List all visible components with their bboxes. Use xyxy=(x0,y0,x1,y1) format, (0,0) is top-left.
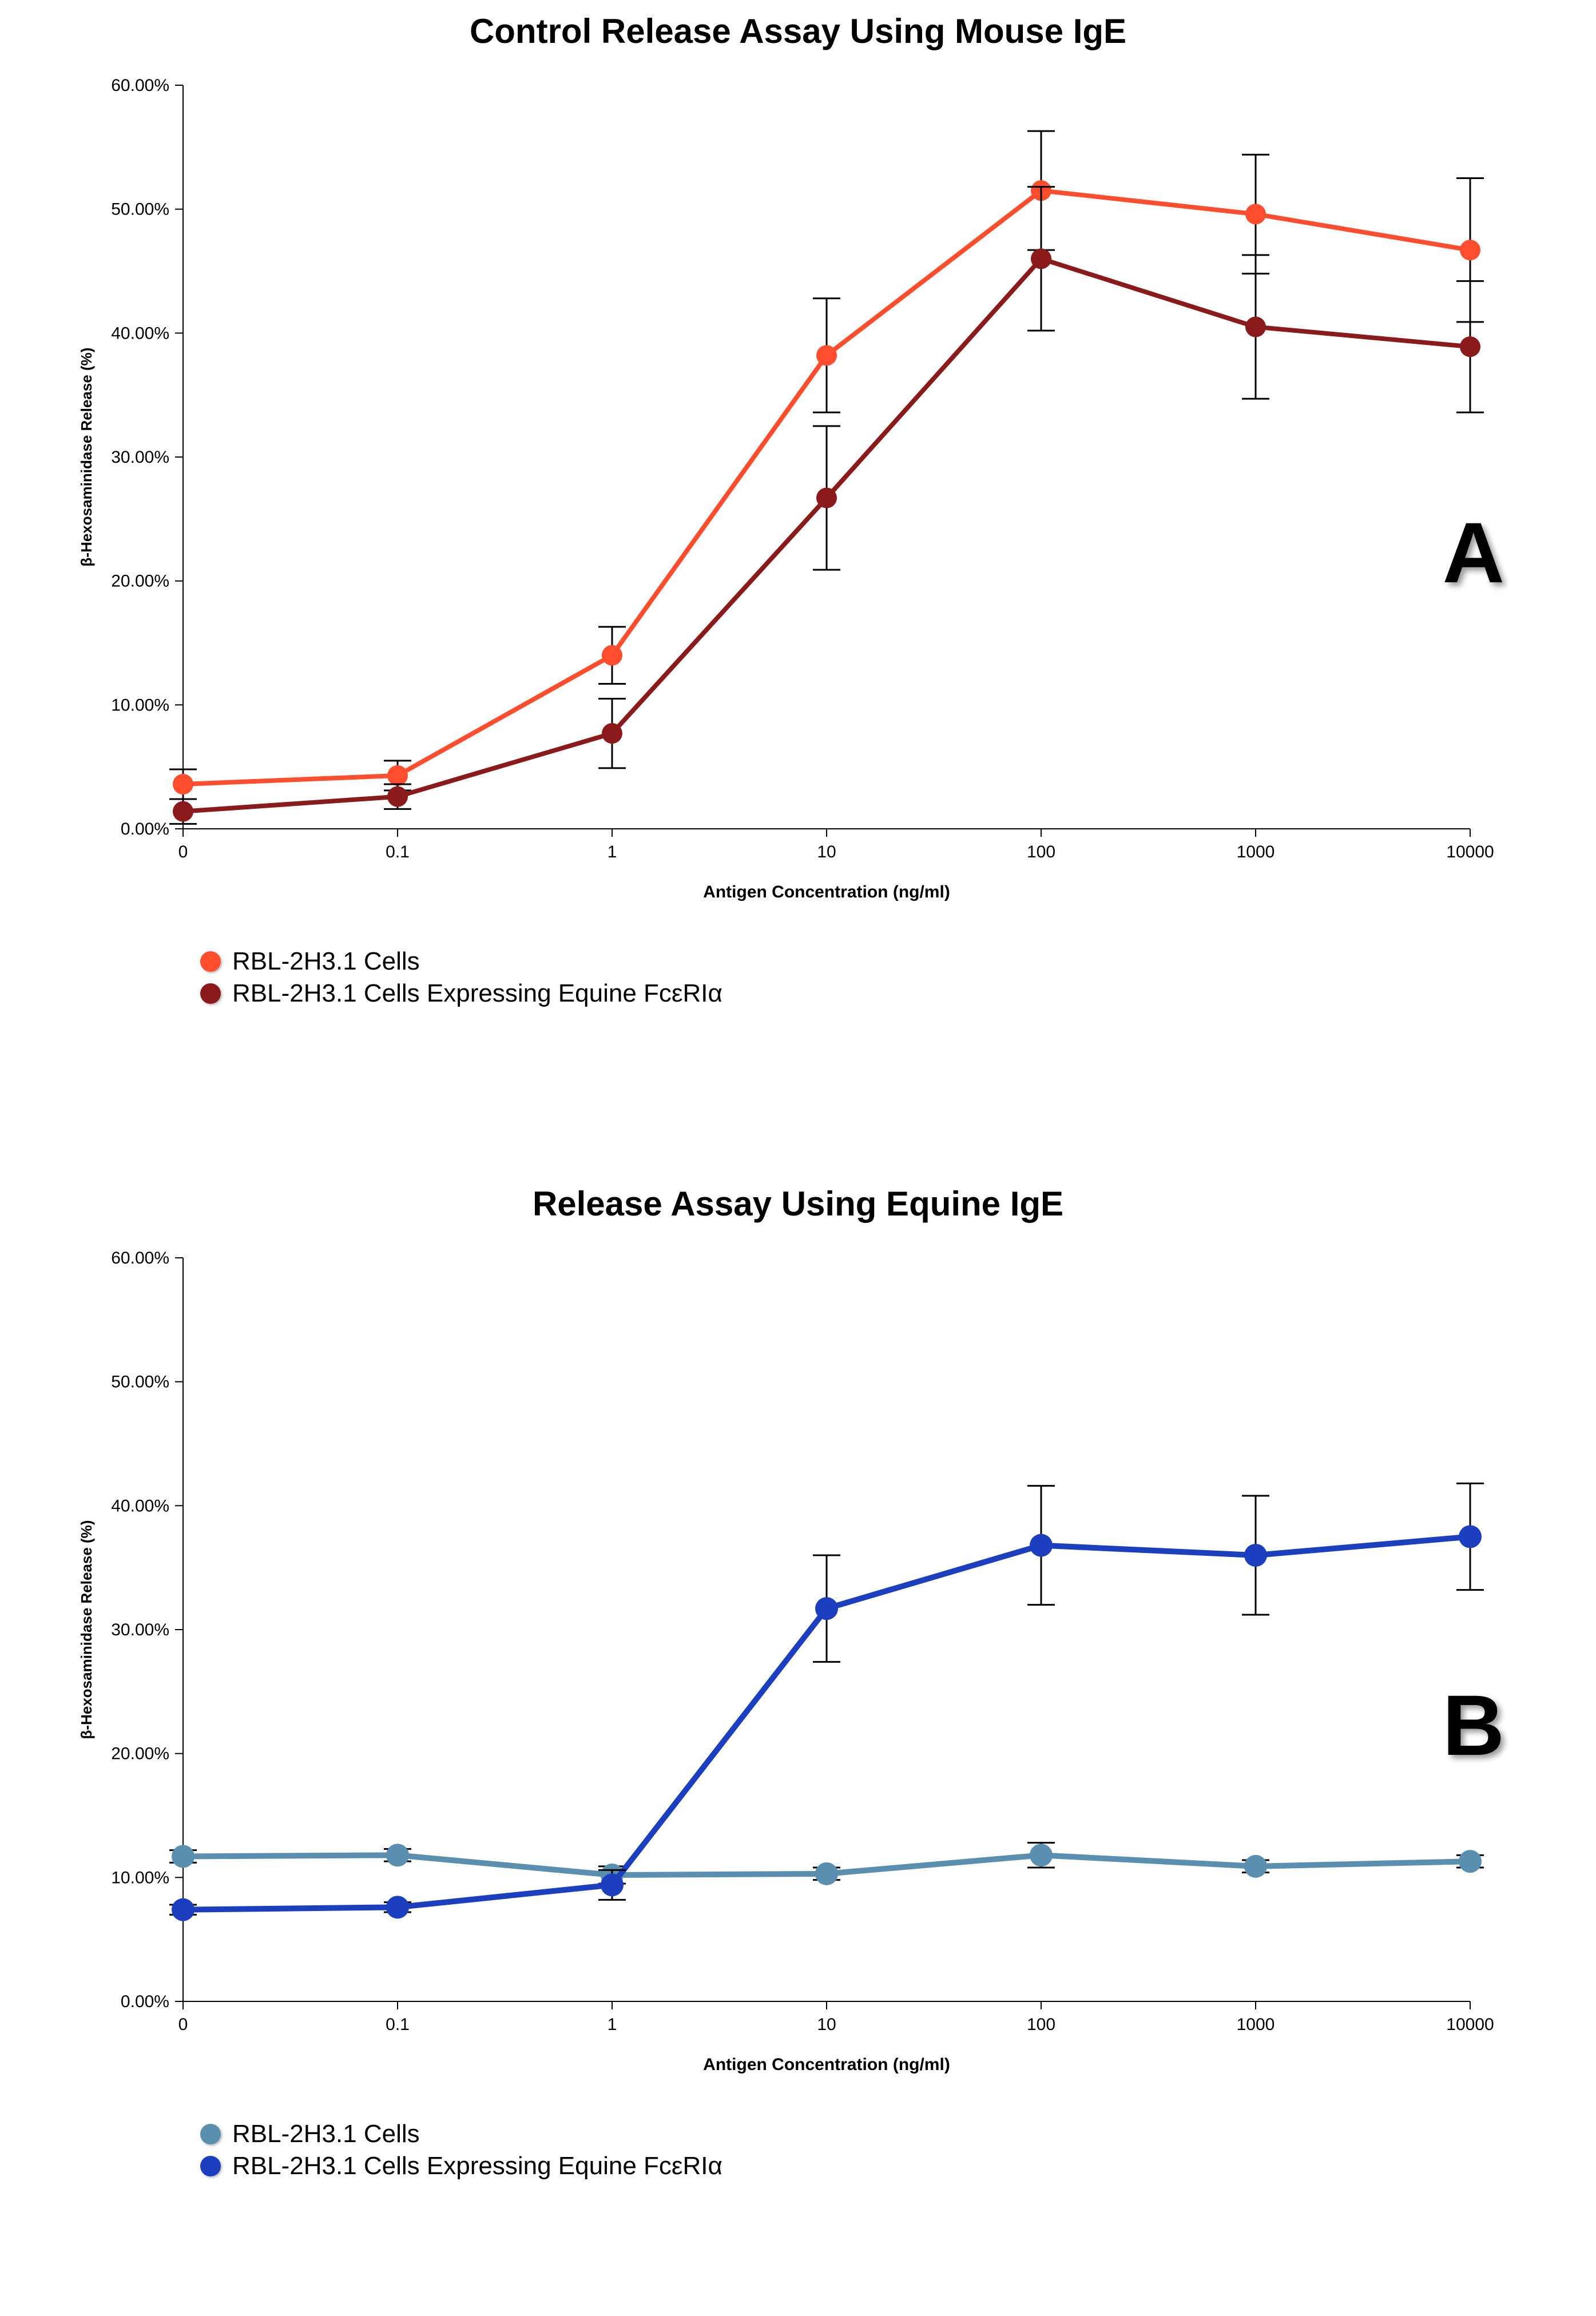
svg-text:1: 1 xyxy=(608,843,617,861)
legend-item: RBL-2H3.1 Cells Expressing Equine FcεRIα xyxy=(200,979,722,1008)
svg-text:40.00%: 40.00% xyxy=(111,324,169,343)
svg-text:100: 100 xyxy=(1027,843,1055,861)
svg-text:10.00%: 10.00% xyxy=(111,696,169,714)
svg-text:1: 1 xyxy=(608,2015,617,2034)
svg-text:0.1: 0.1 xyxy=(386,843,410,861)
chart-a-svg: 0.00% 10.00% 20.00% 30.00% 40.00% 50.00% 60.00… xyxy=(57,62,1539,920)
legend-label: RBL-2H3.1 Cells xyxy=(232,947,420,976)
svg-text:10000: 10000 xyxy=(1446,2015,1494,2034)
svg-text:60.00%: 60.00% xyxy=(111,76,169,95)
page: Control Release Assay Using Mouse IgE 0.… xyxy=(0,0,1596,2316)
panel-letter-b: B xyxy=(1443,1676,1504,1775)
svg-text:50.00%: 50.00% xyxy=(111,1373,169,1392)
legend-item: RBL-2H3.1 Cells xyxy=(200,947,722,976)
svg-text:0: 0 xyxy=(178,843,188,861)
svg-text:30.00%: 30.00% xyxy=(111,448,169,467)
svg-text:1000: 1000 xyxy=(1237,2015,1275,2034)
svg-text:20.00%: 20.00% xyxy=(111,572,169,591)
legend-label: RBL-2H3.1 Cells Expressing Equine FcεRIα xyxy=(232,979,722,1008)
chart-a-legend: RBL-2H3.1 Cells RBL-2H3.1 Cells Expressin… xyxy=(200,944,722,1011)
svg-text:100: 100 xyxy=(1027,2015,1055,2034)
chart-b-svg: 0.00% 10.00% 20.00% 30.00% 40.00% 50.00% 60.00… xyxy=(57,1235,1539,2093)
legend-swatch-icon xyxy=(200,951,221,972)
legend-label: RBL-2H3.1 Cells xyxy=(232,2120,420,2148)
legend-label: RBL-2H3.1 Cells Expressing Equine FcεRIα xyxy=(232,2152,722,2180)
svg-text:0.1: 0.1 xyxy=(386,2015,410,2034)
legend-swatch-icon xyxy=(200,2156,221,2176)
svg-text:60.00%: 60.00% xyxy=(111,1249,169,1268)
chart-b-block: Release Assay Using Equine IgE 0.00% 10.0… xyxy=(57,1173,1539,2259)
svg-text:10.00%: 10.00% xyxy=(111,1868,169,1887)
svg-text:10: 10 xyxy=(817,2015,836,2034)
svg-text:40.00%: 40.00% xyxy=(111,1496,169,1515)
legend-item: RBL-2H3.1 Cells xyxy=(200,2120,722,2148)
svg-text:10: 10 xyxy=(817,843,836,861)
svg-text:20.00%: 20.00% xyxy=(111,1745,169,1763)
chart-a-title: Control Release Assay Using Mouse IgE xyxy=(57,11,1539,51)
svg-text:10000: 10000 xyxy=(1446,843,1494,861)
svg-text:1000: 1000 xyxy=(1237,843,1275,861)
legend-swatch-icon xyxy=(200,2124,221,2144)
svg-text:β-Hexosaminidase Release (%): β-Hexosaminidase Release (%) xyxy=(78,1520,95,1739)
svg-text:0.00%: 0.00% xyxy=(121,1992,169,2011)
panel-letter-a: A xyxy=(1443,503,1504,602)
svg-text:Antigen Concentration (ng/ml): Antigen Concentration (ng/ml) xyxy=(703,2055,950,2074)
svg-text:0: 0 xyxy=(178,2015,188,2034)
svg-text:30.00%: 30.00% xyxy=(111,1620,169,1639)
chart-a-block: Control Release Assay Using Mouse IgE 0.… xyxy=(57,0,1539,1087)
chart-b-title: Release Assay Using Equine IgE xyxy=(57,1184,1539,1223)
legend-swatch-icon xyxy=(200,983,221,1004)
svg-text:50.00%: 50.00% xyxy=(111,200,169,219)
legend-item: RBL-2H3.1 Cells Expressing Equine FcεRIα xyxy=(200,2152,722,2180)
svg-text:0.00%: 0.00% xyxy=(121,820,169,839)
svg-text:β-Hexosaminidase Release (%): β-Hexosaminidase Release (%) xyxy=(78,348,95,567)
svg-text:Antigen Concentration (ng/ml): Antigen Concentration (ng/ml) xyxy=(703,883,950,901)
chart-b-legend: RBL-2H3.1 Cells RBL-2H3.1 Cells Expressin… xyxy=(200,2116,722,2184)
